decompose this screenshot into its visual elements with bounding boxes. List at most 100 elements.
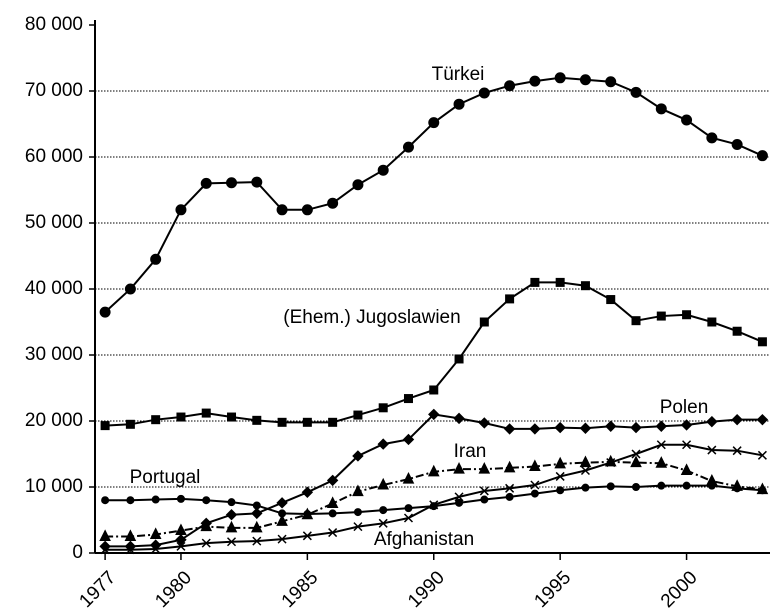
- marker: [151, 415, 161, 425]
- marker: [276, 497, 288, 509]
- marker: [682, 310, 692, 320]
- marker: [303, 510, 312, 519]
- marker: [579, 455, 592, 468]
- marker: [126, 496, 135, 505]
- marker: [731, 138, 743, 150]
- marker: [200, 177, 212, 189]
- marker: [655, 103, 667, 115]
- marker: [657, 481, 666, 490]
- marker: [327, 197, 339, 209]
- marker: [225, 509, 238, 521]
- marker: [301, 204, 313, 216]
- marker: [680, 463, 693, 475]
- marker: [251, 176, 263, 188]
- marker: [756, 150, 768, 162]
- marker: [402, 141, 414, 153]
- marker: [580, 465, 590, 476]
- marker: [378, 403, 388, 413]
- marker: [606, 482, 615, 491]
- marker: [353, 410, 363, 420]
- marker: [706, 415, 718, 428]
- marker: [731, 413, 743, 426]
- series-label: (Ehem.) Jugoslawien: [283, 307, 460, 328]
- marker: [328, 509, 337, 518]
- marker: [630, 86, 642, 98]
- marker: [202, 496, 211, 505]
- marker: [554, 72, 566, 84]
- marker: [555, 277, 565, 287]
- marker: [529, 75, 541, 87]
- marker: [707, 445, 717, 455]
- marker: [606, 458, 616, 468]
- marker: [404, 504, 413, 513]
- marker: [556, 486, 565, 495]
- x-tick-label: 1995: [531, 567, 576, 612]
- marker: [402, 471, 415, 484]
- y-tick-label: 40 000: [25, 278, 83, 299]
- marker: [227, 412, 237, 422]
- marker: [151, 495, 160, 504]
- marker: [175, 534, 187, 546]
- marker: [353, 508, 362, 517]
- marker: [251, 507, 263, 520]
- marker: [732, 326, 742, 336]
- marker: [328, 417, 338, 427]
- marker: [530, 489, 539, 498]
- marker: [378, 518, 388, 528]
- marker: [453, 462, 465, 474]
- marker: [479, 317, 489, 327]
- y-tick-label: 30 000: [25, 344, 83, 365]
- x-tick-label: 1985: [278, 567, 323, 612]
- marker: [429, 385, 439, 395]
- marker: [505, 492, 514, 501]
- series-label: Iran: [454, 441, 487, 462]
- marker: [505, 294, 515, 304]
- marker: [707, 317, 717, 327]
- marker: [580, 281, 590, 291]
- marker: [328, 528, 338, 538]
- marker: [503, 460, 516, 473]
- y-tick-label: 80 000: [25, 14, 83, 35]
- marker: [529, 459, 541, 472]
- marker: [680, 419, 693, 431]
- marker: [151, 544, 161, 554]
- marker: [682, 440, 692, 450]
- marker: [505, 483, 515, 493]
- y-tick-label: 60 000: [25, 146, 83, 167]
- marker: [428, 117, 440, 129]
- marker: [176, 494, 185, 503]
- marker: [352, 179, 364, 191]
- marker: [403, 513, 414, 523]
- marker: [379, 506, 388, 515]
- series-label: Polen: [660, 397, 709, 418]
- marker: [733, 484, 742, 493]
- marker: [276, 204, 288, 216]
- marker: [326, 496, 339, 508]
- x-tick-label: 1990: [404, 567, 449, 612]
- marker: [632, 483, 641, 491]
- marker: [403, 394, 413, 404]
- marker: [100, 545, 110, 555]
- marker: [655, 420, 667, 432]
- marker: [428, 408, 440, 421]
- series-label: Türkei: [432, 64, 485, 85]
- marker: [99, 529, 111, 541]
- marker: [453, 412, 465, 425]
- marker: [201, 408, 211, 418]
- marker: [150, 253, 162, 265]
- marker: [252, 415, 262, 425]
- marker: [631, 316, 641, 326]
- marker: [479, 486, 489, 496]
- marker: [707, 481, 716, 490]
- marker: [656, 440, 666, 450]
- marker: [530, 277, 540, 287]
- marker: [124, 529, 137, 541]
- marker: [200, 519, 213, 532]
- marker: [175, 204, 187, 216]
- marker: [455, 498, 464, 507]
- x-tick-label: 1980: [151, 567, 196, 612]
- marker: [176, 541, 186, 551]
- marker: [377, 164, 389, 176]
- marker: [758, 486, 767, 495]
